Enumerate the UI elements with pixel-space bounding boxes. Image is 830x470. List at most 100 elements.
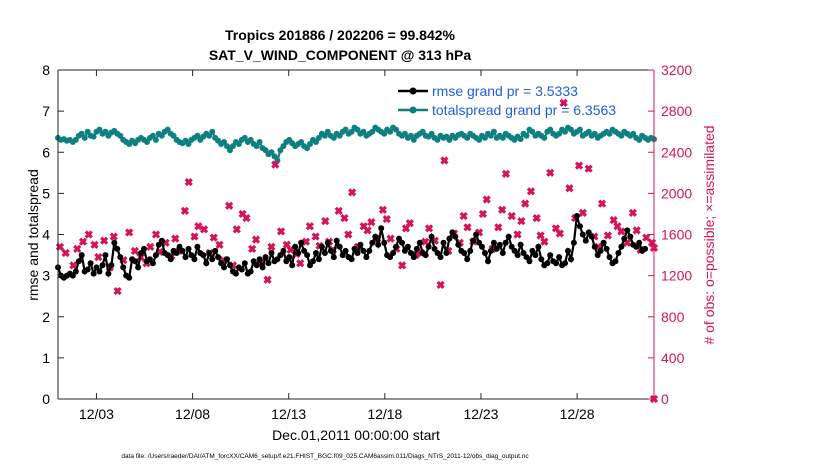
- obs-assimilated-marker: [242, 213, 251, 223]
- rmse-marker: [588, 233, 595, 240]
- rmse-marker: [313, 250, 319, 256]
- obs-marker-shape: [232, 225, 241, 234]
- obs-marker-shape: [628, 208, 637, 218]
- obs-marker-shape: [513, 230, 522, 239]
- totalspread-marker: [428, 130, 435, 137]
- rmse-marker: [636, 239, 643, 246]
- rmse-marker: [87, 260, 94, 267]
- obs-assimilated-marker: [171, 234, 180, 243]
- totalspread-marker: [102, 128, 109, 135]
- totalspread-marker: [523, 132, 530, 139]
- rmse-marker: [84, 266, 91, 273]
- obs-marker-shape: [215, 240, 224, 249]
- rmse-marker: [473, 231, 480, 238]
- totalspread-marker: [401, 130, 408, 137]
- obs-marker-shape: [559, 98, 568, 108]
- totalspread-marker: [464, 134, 471, 141]
- y-left-tick-label: 6: [42, 144, 50, 160]
- obs-assimilated-marker: [555, 229, 564, 238]
- totalspread-marker: [81, 134, 88, 141]
- rmse-marker: [455, 241, 462, 248]
- rmse-marker: [277, 252, 284, 259]
- obs-marker-shape: [578, 208, 587, 218]
- rmse-marker: [547, 252, 554, 259]
- obs-marker-shape: [84, 230, 93, 239]
- obs-marker-shape: [200, 225, 209, 234]
- obs-assimilated-marker: [190, 232, 199, 241]
- rmse-marker: [152, 252, 159, 259]
- obs-marker-shape: [424, 224, 434, 233]
- rmse-marker: [544, 260, 551, 267]
- obs-marker-shape: [276, 227, 286, 236]
- rmse-marker: [440, 239, 447, 246]
- y-right-tick-label: 2800: [661, 103, 692, 119]
- obs-assimilated-marker: [526, 187, 536, 196]
- rmse-marker: [182, 254, 189, 261]
- obs-marker-shape: [305, 222, 314, 231]
- obs-marker-shape: [574, 161, 584, 170]
- y-left-tick-label: 7: [42, 103, 50, 119]
- obs-marker-shape: [642, 233, 651, 242]
- obs-assimilated-marker: [382, 214, 391, 224]
- rmse-marker: [482, 250, 488, 256]
- totalspread-marker: [152, 136, 159, 143]
- rmse-marker: [164, 252, 171, 259]
- obs-marker-shape: [271, 160, 280, 169]
- rmse-marker: [108, 262, 115, 269]
- rmse-marker: [428, 233, 435, 240]
- rmse-marker: [401, 247, 408, 254]
- obs-marker-shape: [130, 246, 140, 256]
- totalspread-marker: [209, 128, 216, 135]
- rmse-marker: [579, 231, 586, 238]
- obs-assimilated-marker: [311, 232, 320, 241]
- rmse-marker: [146, 256, 153, 263]
- rmse-marker: [461, 250, 468, 256]
- obs-marker-shape: [532, 213, 541, 223]
- rmse-marker: [232, 270, 239, 277]
- obs-assimilated-marker: [478, 209, 487, 219]
- totalspread-marker: [446, 136, 453, 143]
- rmse-marker: [241, 260, 248, 267]
- obs-assimilated-marker: [276, 227, 286, 236]
- obs-marker-shape: [584, 164, 593, 173]
- totalspread-marker: [529, 128, 536, 135]
- obs-assimilated-marker: [340, 213, 349, 223]
- rmse-marker: [452, 233, 459, 240]
- obs-marker-shape: [69, 261, 78, 270]
- rmse-marker: [425, 243, 432, 250]
- obs-marker-shape: [348, 188, 357, 197]
- rmse-marker: [413, 245, 420, 252]
- rmse-marker: [360, 247, 367, 254]
- x-tick-label: 12/18: [367, 406, 402, 422]
- obs-assimilated-marker: [271, 160, 280, 169]
- x-tick-label: 12/23: [463, 406, 498, 422]
- rmse-marker: [532, 252, 539, 259]
- rmse-marker: [149, 260, 156, 267]
- rmse-marker: [72, 268, 79, 275]
- obs-marker-shape: [301, 237, 311, 246]
- rmse-marker: [268, 250, 275, 256]
- totalspread-marker: [630, 130, 637, 137]
- totalspread-marker: [307, 141, 313, 147]
- y-axis-left-label: rmse and totalspread: [25, 169, 41, 301]
- obs-assimilated-marker: [398, 261, 407, 270]
- totalspread-marker: [490, 128, 497, 135]
- rmse-marker: [224, 256, 230, 263]
- rmse-marker: [499, 250, 506, 256]
- obs-assimilated-marker: [363, 226, 372, 235]
- rmse-marker: [191, 256, 198, 263]
- rmse-marker: [446, 235, 453, 242]
- obs-assimilated-marker: [459, 211, 468, 221]
- obs-marker-shape: [632, 226, 641, 235]
- obs-marker-shape: [386, 234, 395, 243]
- obs-assimilated-marker: [521, 199, 530, 208]
- obs-assimilated-marker: [578, 208, 587, 218]
- rmse-marker: [597, 247, 604, 254]
- rmse-marker: [568, 256, 574, 263]
- obs-assimilated-marker: [536, 231, 545, 240]
- totalspread-marker: [170, 132, 177, 139]
- rmse-marker: [565, 247, 571, 254]
- obs-assimilated-marker: [378, 205, 388, 214]
- rmse-marker: [600, 239, 607, 246]
- rmse-marker: [470, 237, 477, 244]
